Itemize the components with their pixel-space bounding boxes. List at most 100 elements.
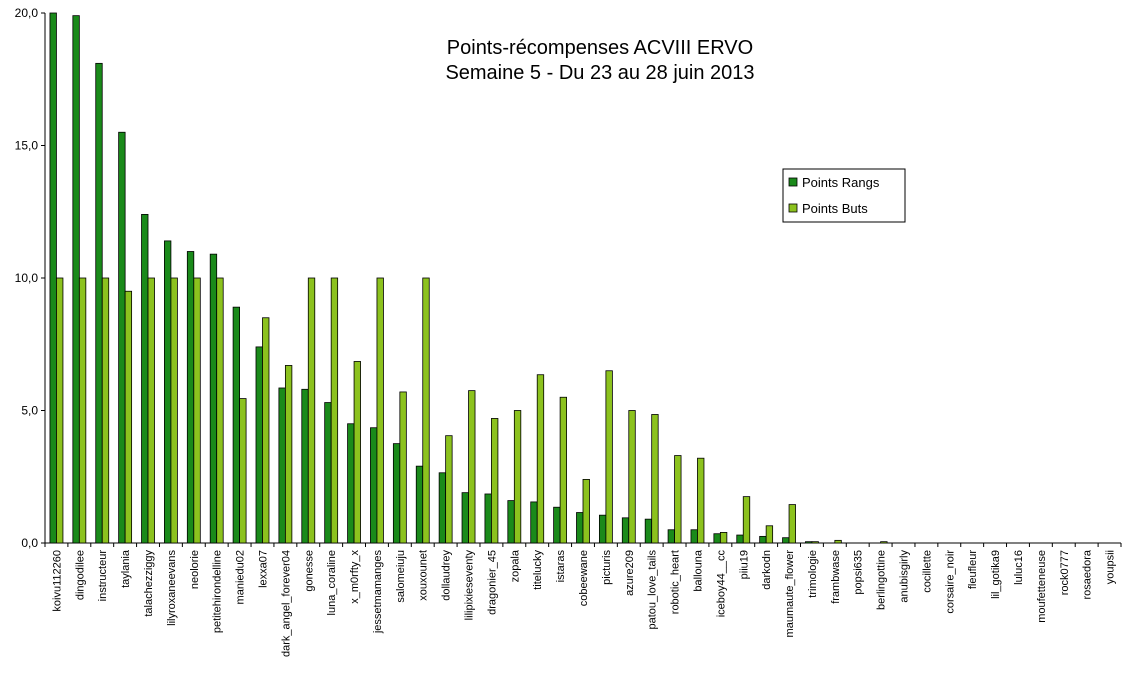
y-tick-label: 10,0 <box>15 271 39 285</box>
bar-points-rangs-patou-love-tails <box>644 518 653 544</box>
category-label: anubisgirly <box>899 550 911 603</box>
bar-points-buts-lilyroxaneevans <box>170 277 178 544</box>
category-label: fleufleur <box>967 550 979 589</box>
bar-points-buts-taylania <box>124 290 133 544</box>
category-label: robotic_heart <box>670 550 682 614</box>
bar-points-rangs-lexxa07 <box>255 346 263 544</box>
category-label: ballouna <box>692 549 704 591</box>
bar-points-buts-berlingottine <box>880 541 888 544</box>
category-label: instructeur <box>97 550 109 602</box>
bar-points-buts-neolorie <box>193 277 201 544</box>
category-label: popsi635 <box>853 550 865 595</box>
category-label: patou_love_tails <box>647 550 659 630</box>
bar-points-rangs-taylania <box>118 131 126 544</box>
category-label: azure209 <box>624 550 636 596</box>
category-label: salomeiuju <box>395 550 407 603</box>
bar-points-buts-petitehirondelline <box>216 277 224 544</box>
bar-points-rangs-iceboy44-cc <box>713 533 721 544</box>
bar-points-rangs-jessetmamanges <box>370 427 378 544</box>
bar-points-rangs-xouxounet <box>415 465 424 544</box>
category-label: luluc16 <box>1013 550 1025 585</box>
bar-points-buts-trimologie <box>811 541 819 544</box>
bar-points-rangs-trimologie <box>805 541 813 544</box>
bar-points-buts-picturis <box>605 370 613 544</box>
y-tick-label: 20,0 <box>15 6 39 20</box>
category-label: taylania <box>120 549 132 588</box>
bar-points-buts-talachezziggy <box>147 277 155 544</box>
bar-points-buts-dark-angel-forever04 <box>284 365 293 544</box>
category-label: neolorie <box>189 550 201 589</box>
category-labels: koivu112260 dingodilee instructeur taylania… <box>51 549 1116 657</box>
bar-points-rangs-maniedu02 <box>232 306 240 544</box>
category-label: moufetteneuse <box>1036 550 1048 623</box>
bar-points-rangs-neolorie <box>186 251 195 544</box>
bar-points-buts-instructeur <box>101 277 110 544</box>
bar-points-buts-gonesse <box>307 277 316 544</box>
bar-points-rangs-istaras <box>553 506 561 544</box>
bar-points-buts-azure209 <box>628 410 636 544</box>
category-label: iceboy44__cc <box>715 550 727 618</box>
category-label: berlingottine <box>876 550 888 610</box>
bar-points-buts-titelucky <box>536 374 545 544</box>
bar-points-rangs-x-m0rfty-x <box>347 423 355 544</box>
y-tick-label: 0,0 <box>21 536 38 550</box>
bar-points-rangs-zopala <box>507 500 515 544</box>
bar-points-rangs-salomeiuju <box>392 443 401 544</box>
bar-points-rangs-talachezziggy <box>141 213 149 544</box>
legend-box <box>782 168 906 223</box>
category-label: gonesse <box>303 550 315 592</box>
bar-points-buts-zopala <box>513 410 522 544</box>
bar-points-rangs-darkodn <box>759 535 767 544</box>
bar-points-rangs-titelucky <box>530 501 538 544</box>
bar-points-rangs-ballouna <box>690 529 698 544</box>
category-label: corsaire_noir <box>944 550 956 614</box>
bar-points-rangs-cobeewane <box>576 512 584 544</box>
bar-points-buts-xouxounet <box>422 277 430 544</box>
category-label: luna_coraline <box>326 550 338 615</box>
bar-points-buts-jessetmamanges <box>376 277 384 544</box>
category-label: rock0777 <box>1059 550 1071 595</box>
bar-points-rangs-petitehirondelline <box>209 253 218 544</box>
legend: Points Rangs Points Buts <box>782 168 906 223</box>
bar-points-rangs-robotic-heart <box>667 529 675 544</box>
bar-points-rangs-piiu19 <box>736 534 744 544</box>
bar-points-buts-koivu112260 <box>56 277 64 544</box>
bar-points-buts-cobeewane <box>582 478 590 544</box>
chart-title: Points-récompenses ACVIII ERVO <box>447 37 753 59</box>
x-axis <box>44 542 1122 547</box>
bar-points-buts-dragonier-45 <box>491 418 499 544</box>
y-tick-label: 15,0 <box>15 139 39 153</box>
bar-points-rangs-picturis <box>598 514 607 544</box>
category-label: trimologie <box>807 550 819 598</box>
bar-points-rangs-gonesse <box>301 388 309 544</box>
category-label: cobeewane <box>578 550 590 606</box>
bar-points-rangs-lilyroxaneevans <box>164 240 172 544</box>
category-label: lil_gotika9 <box>990 550 1002 599</box>
bar-points-buts-patou-love-tails <box>651 414 659 544</box>
category-label: cocillette <box>921 550 933 593</box>
bar-points-buts-luna-coraline <box>330 277 339 544</box>
category-label: titelucky <box>532 550 544 590</box>
bar-points-rangs-maumaute-flower <box>782 537 790 544</box>
category-label: youpsii <box>1105 550 1117 584</box>
category-label: jessetmamanges <box>372 550 384 635</box>
category-label: maumaute_flower <box>784 550 796 638</box>
bar-points-rangs-azure209 <box>621 517 630 544</box>
category-label: koivu112260 <box>51 550 63 612</box>
bar-points-buts-salomeiuju <box>399 391 407 544</box>
bar-points-rangs-dingodilee <box>72 15 80 544</box>
category-label: maniedu02 <box>235 550 247 604</box>
bar-points-rangs-dark-angel-forever04 <box>278 387 286 544</box>
bar-points-buts-maumaute-flower <box>788 504 796 544</box>
bar-points-buts-lexxa07 <box>262 317 270 544</box>
y-axis: 0,0 5,0 10,0 15,0 20,0 <box>15 6 46 550</box>
category-label: darkodn <box>761 550 773 590</box>
bar-points-buts-darkodn <box>765 525 774 544</box>
category-label: frambwase <box>830 550 842 604</box>
category-label: dingodilee <box>74 550 86 600</box>
legend-swatch-points-rangs <box>788 177 798 187</box>
bar-points-buts-dollaudrey <box>445 435 453 544</box>
bar-points-buts-dingodilee <box>78 277 87 544</box>
